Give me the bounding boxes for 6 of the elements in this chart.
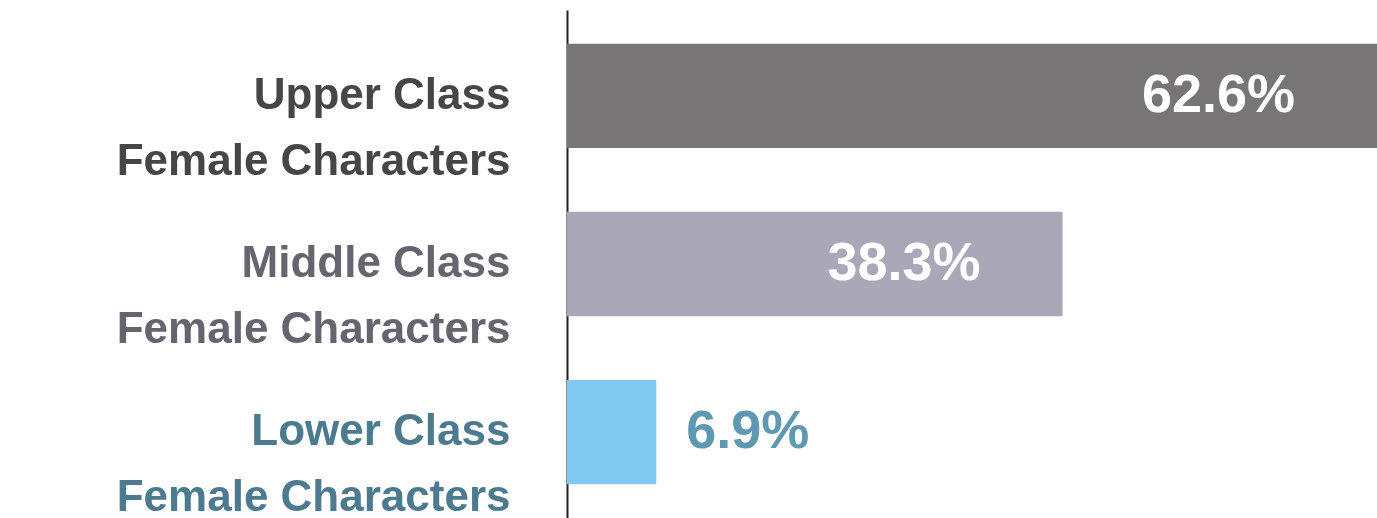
data-label: 6.9% [686, 399, 810, 460]
y-tick-label: Middle Class Female Characters [116, 237, 511, 352]
data-label: 62.6% [1141, 62, 1295, 123]
y-tick-label: Lower Class Female Characters [116, 405, 511, 518]
data-label: 38.3% [827, 231, 981, 291]
y-tick-label: Upper Class Female Characters [116, 68, 511, 184]
